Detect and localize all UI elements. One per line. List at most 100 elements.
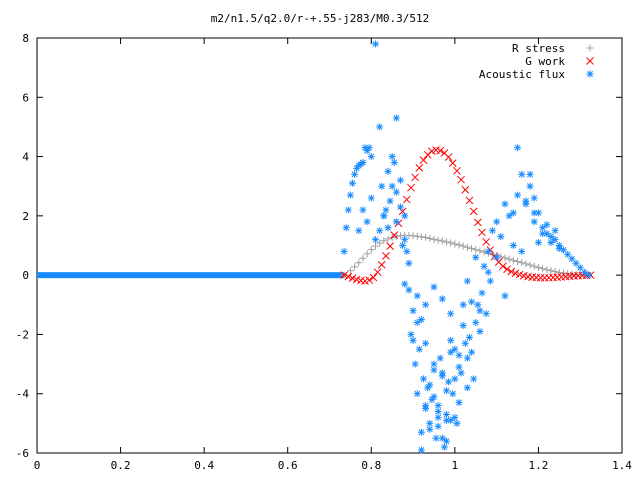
- acoustic-flux-point: [470, 375, 478, 383]
- acoustic-flux-point: [417, 428, 425, 436]
- g-work-point: [448, 159, 457, 167]
- acoustic-flux-point: [401, 212, 409, 220]
- r-stress-point: [384, 235, 392, 243]
- acoustic-flux-point: [451, 375, 459, 383]
- g-work-point: [499, 262, 507, 271]
- acoustic-flux-point: [514, 191, 522, 199]
- acoustic-flux-point: [415, 345, 423, 353]
- g-work-point: [457, 175, 465, 184]
- acoustic-flux-point: [346, 191, 354, 199]
- acoustic-flux-point: [505, 212, 513, 220]
- acoustic-flux-point: [378, 182, 386, 190]
- acoustic-flux-point: [434, 422, 442, 430]
- acoustic-flux-point: [411, 360, 419, 368]
- acoustic-flux-point: [465, 333, 473, 341]
- g-work-point: [478, 228, 486, 237]
- acoustic-flux-point: [403, 247, 411, 255]
- r-stress-point: [376, 239, 384, 247]
- acoustic-flux-point: [497, 233, 505, 241]
- acoustic-flux-point: [407, 330, 415, 338]
- acoustic-flux-point: [342, 224, 350, 232]
- y-tick-label: 2: [22, 210, 29, 223]
- acoustic-flux-point: [430, 366, 438, 374]
- acoustic-flux-point: [484, 247, 492, 255]
- acoustic-flux-point: [405, 286, 413, 294]
- acoustic-flux-point: [543, 230, 551, 238]
- acoustic-flux-point: [576, 264, 584, 272]
- g-work-point: [415, 163, 424, 172]
- r-stress-point: [530, 262, 538, 270]
- acoustic-flux-point: [351, 170, 359, 178]
- acoustic-flux-point: [493, 218, 501, 226]
- g-work-point: [382, 252, 390, 260]
- g-work-point: [507, 267, 516, 276]
- acoustic-flux-point: [434, 408, 442, 415]
- acoustic-flux-point: [392, 188, 400, 196]
- y-axis-ticks: 8 6 4 2 0 -2 -4 -6: [16, 32, 622, 460]
- r-stress-point: [463, 243, 471, 251]
- acoustic-flux-point: [461, 339, 469, 347]
- r-stress-point: [413, 232, 421, 240]
- acoustic-flux-point: [420, 375, 428, 383]
- acoustic-flux-point: [399, 242, 407, 249]
- acoustic-flux-point: [451, 413, 459, 421]
- r-stress-point: [551, 268, 559, 276]
- acoustic-flux-point: [472, 253, 480, 261]
- r-stress-point: [380, 237, 388, 245]
- r-stress-point: [422, 233, 430, 241]
- g-work-point: [407, 183, 415, 192]
- r-stress-point: [443, 238, 450, 246]
- g-work-point: [419, 156, 428, 164]
- x-axis-ticks: 0 0.2 0.4 0.6 0.8 1 1.2 1.4: [34, 38, 632, 472]
- acoustic-flux-point: [501, 200, 509, 208]
- legend: R stress G work Acoustic flux: [479, 42, 594, 81]
- acoustic-flux-point: [405, 259, 413, 267]
- acoustic-flux-point: [426, 419, 434, 427]
- acoustic-flux-point: [382, 206, 390, 214]
- plot-frame: [36, 37, 623, 454]
- acoustic-flux-point: [447, 336, 455, 344]
- r-stress-point: [514, 258, 522, 266]
- g-work-point: [461, 185, 470, 194]
- r-stress-point: [476, 247, 484, 255]
- acoustic-flux-point: [390, 159, 398, 166]
- acoustic-flux-point: [384, 167, 392, 175]
- legend-marker-r-stress: [586, 44, 594, 52]
- acoustic-flux-point: [551, 227, 559, 235]
- acoustic-flux-point: [453, 419, 461, 427]
- acoustic-flux-point: [509, 209, 517, 217]
- acoustic-flux-point: [518, 247, 526, 255]
- acoustic-flux-point: [401, 280, 409, 288]
- g-work-point: [411, 173, 420, 182]
- acoustic-flux-point: [509, 242, 517, 249]
- acoustic-flux-point: [367, 153, 375, 161]
- r-stress-point: [355, 259, 363, 267]
- series-layer: [37, 40, 595, 454]
- r-stress-point: [505, 255, 513, 263]
- acoustic-flux-point: [459, 301, 467, 309]
- acoustic-flux-point: [409, 307, 417, 315]
- acoustic-flux-point: [551, 236, 559, 244]
- r-stress-point: [434, 236, 442, 244]
- acoustic-flux-point: [457, 369, 465, 377]
- legend-label-acoustic-flux: Acoustic flux: [479, 68, 565, 81]
- r-stress-point: [526, 261, 534, 269]
- acoustic-flux-point: [344, 206, 352, 214]
- r-stress-point: [522, 260, 530, 268]
- acoustic-flux-point: [474, 301, 482, 309]
- acoustic-flux-point: [501, 292, 509, 300]
- acoustic-flux-point: [359, 159, 367, 166]
- legend-label-g-work: G work: [525, 55, 565, 68]
- x-tick-label: 1.2: [528, 459, 548, 472]
- acoustic-flux-point: [463, 354, 471, 362]
- acoustic-flux-point: [376, 227, 384, 235]
- acoustic-flux-point: [455, 351, 463, 359]
- r-stress-point: [430, 235, 438, 243]
- acoustic-flux-point: [380, 212, 388, 220]
- acoustic-flux-point: [534, 239, 542, 247]
- acoustic-flux-point: [468, 298, 476, 306]
- r-stress-point: [392, 232, 400, 240]
- legend-marker-g-work: [586, 57, 594, 65]
- acoustic-flux-point: [526, 182, 534, 190]
- acoustic-flux-point: [438, 434, 446, 442]
